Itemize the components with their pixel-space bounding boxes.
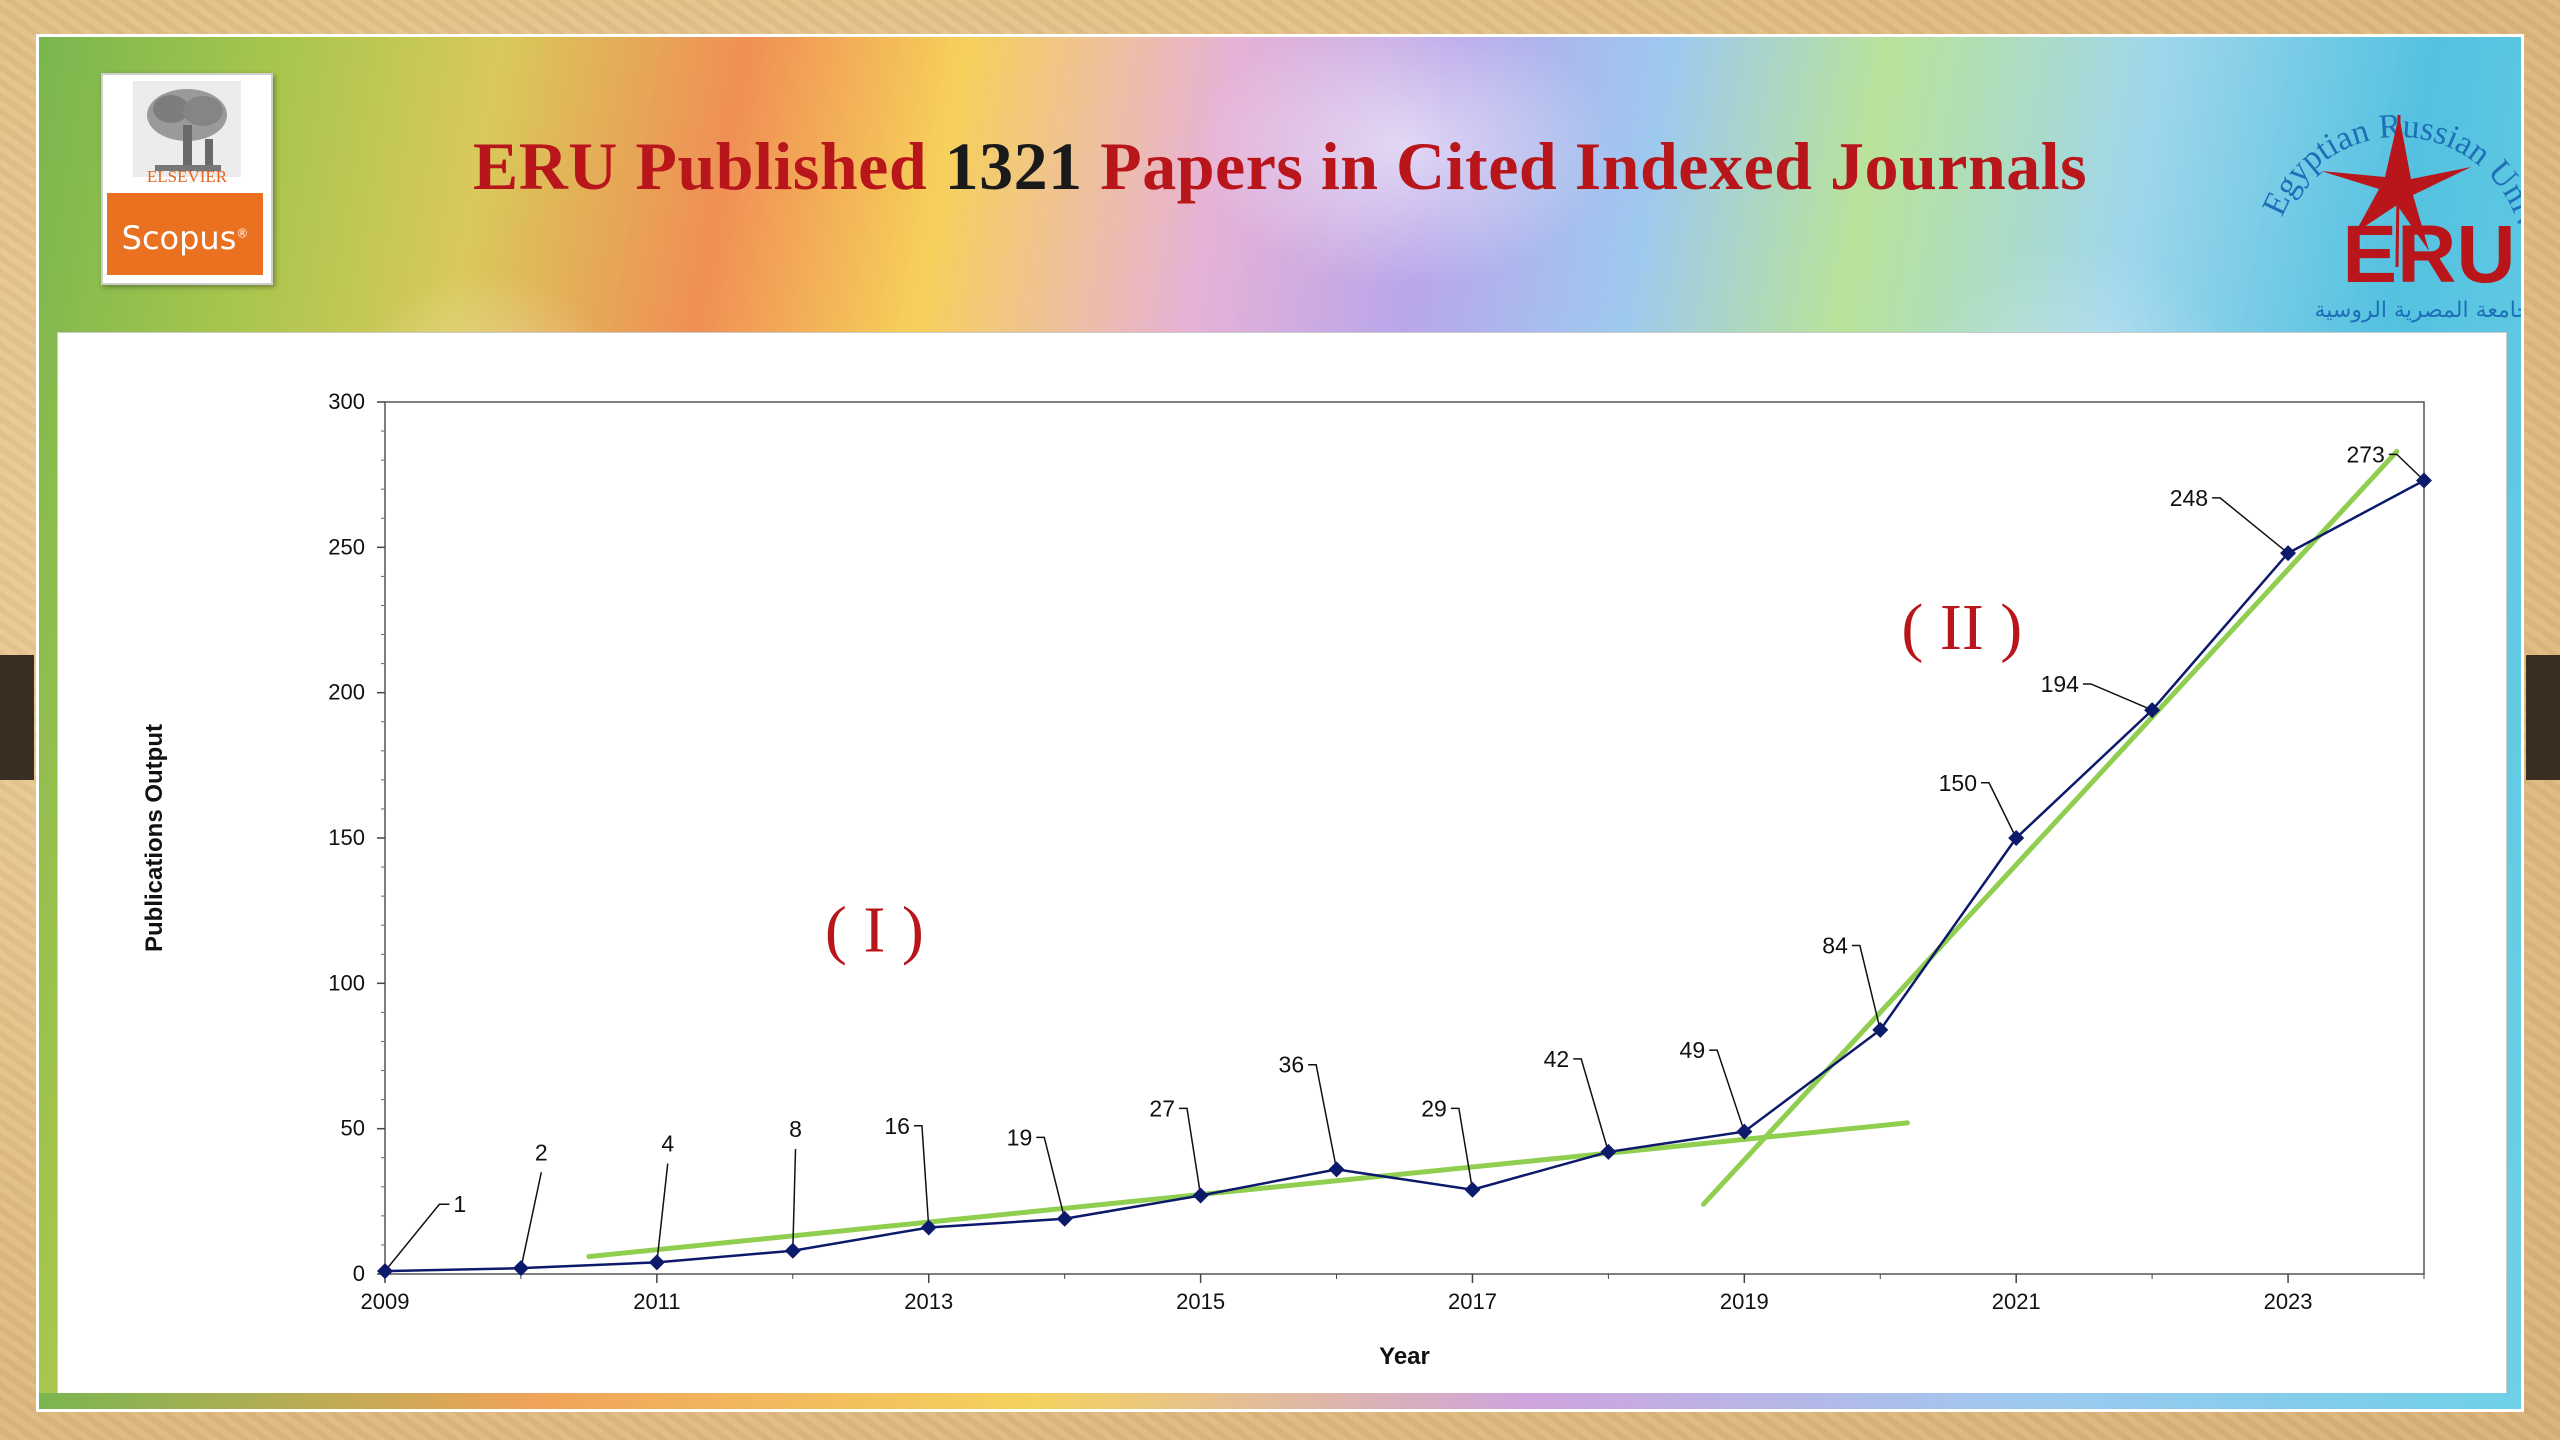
y-tick-label: 200 (328, 680, 365, 705)
header-banner: ELSEVIER Scopus® ERU Published 1321 Pape… (39, 37, 2521, 327)
data-label-leader (384, 1203, 450, 1272)
data-point-marker (1328, 1161, 1345, 1178)
data-label: 29 (1421, 1095, 1447, 1121)
data-point-marker (648, 1254, 665, 1271)
data-label: 84 (1822, 933, 1848, 959)
x-tick-label: 2021 (1992, 1289, 2041, 1314)
data-label: 42 (1544, 1046, 1570, 1072)
data-label: 36 (1279, 1052, 1305, 1078)
data-label-leader (1981, 782, 2017, 839)
data-point-marker (920, 1219, 937, 1236)
data-point-marker (377, 1263, 393, 1280)
data-label-leader (2212, 497, 2289, 554)
eru-acronym: ERU (2342, 209, 2515, 300)
slide-frame: ELSEVIER Scopus® ERU Published 1321 Pape… (36, 34, 2524, 1412)
data-point-marker (1872, 1021, 1889, 1038)
data-point-marker (1192, 1187, 1209, 1204)
data-point-marker (2416, 472, 2432, 489)
y-tick-label: 250 (328, 534, 365, 559)
publications-chart: 0 50 100 150 200 250 300 2009 2011 2013 2015 2017 20… (141, 389, 2432, 1370)
y-tick-label: 150 (328, 825, 365, 850)
y-tick-label: 0 (353, 1261, 365, 1286)
right-edge-tab (2526, 655, 2560, 780)
data-label-leader (2082, 683, 2153, 711)
data-point-marker (1600, 1143, 1617, 1160)
x-axis-title: Year (1379, 1343, 1430, 1370)
eru-logo: Egyptian Russian University ERU الجامعة … (2221, 37, 2524, 327)
data-point-marker (2280, 545, 2297, 562)
data-label: 19 (1007, 1124, 1033, 1150)
data-point-marker (1736, 1123, 1753, 1140)
y-tick-label: 300 (328, 389, 365, 414)
data-point-marker (784, 1242, 801, 1259)
eru-arabic-name: الجامعة المصرية الروسية (2314, 298, 2524, 323)
data-label-leader (1308, 1063, 1338, 1170)
data-point-marker (1464, 1181, 1481, 1198)
x-tick-label: 2019 (1720, 1289, 1769, 1314)
x-tick-label: 2013 (904, 1289, 953, 1314)
data-label-leader (1573, 1058, 1610, 1153)
x-tick-label: 2017 (1448, 1289, 1497, 1314)
x-tick-label: 2011 (633, 1289, 680, 1314)
scopus-badge (107, 193, 263, 275)
phase-annotation-1: ( I ) (825, 893, 924, 966)
data-label-leader (792, 1148, 797, 1251)
x-tick-label: 2023 (2264, 1289, 2313, 1314)
data-point-marker (2008, 830, 2025, 846)
x-tick-label: 2015 (1176, 1289, 1225, 1314)
data-label-leader (1709, 1049, 1746, 1132)
x-tick-label: 2009 (361, 1289, 410, 1314)
data-point-marker (1056, 1210, 1073, 1227)
data-label-leader (656, 1163, 669, 1263)
data-label-leader (1851, 944, 1881, 1031)
eru-star-icon (2321, 114, 2471, 268)
data-label: 16 (884, 1113, 910, 1139)
chart-panel: 0 50 100 150 200 250 300 2009 2011 2013 2015 2017 20… (57, 332, 2507, 1396)
data-label-leader (1450, 1107, 1474, 1190)
trend-line-1 (586, 1120, 1910, 1260)
data-label-leader (913, 1125, 930, 1228)
left-edge-tab (0, 655, 34, 780)
data-label: 8 (789, 1116, 802, 1142)
data-label: 1 (453, 1191, 466, 1217)
data-label: 27 (1149, 1095, 1175, 1121)
scopus-logo: ELSEVIER Scopus® (101, 73, 273, 285)
plot-area-frame (384, 401, 2425, 1275)
data-label: 273 (2346, 441, 2384, 467)
bottom-color-strip (39, 1393, 2521, 1409)
data-label: 2 (535, 1139, 548, 1165)
y-tick-label: 100 (328, 970, 365, 995)
data-label: 194 (2041, 671, 2080, 697)
data-label-leader (520, 1172, 543, 1269)
page-title: ERU Published 1321 Papers in Cited Index… (472, 128, 2088, 204)
elsevier-label: ELSEVIER (146, 167, 228, 186)
trend-line-2 (1701, 448, 2400, 1207)
elsevier-tree-icon (133, 81, 241, 177)
series-line (384, 479, 2425, 1273)
y-axis-title: Publications Output (141, 724, 168, 952)
data-label-leader (2388, 453, 2425, 482)
data-point-marker (2144, 702, 2161, 719)
data-point-marker (512, 1260, 529, 1277)
data-label: 4 (661, 1131, 674, 1157)
y-tick-label: 50 (341, 1116, 365, 1141)
data-label: 150 (1939, 770, 1977, 796)
papers-count: 1321 (944, 128, 1083, 204)
scopus-label: Scopus® (121, 219, 249, 257)
phase-annotation-2: ( II ) (1901, 591, 2022, 664)
data-label: 248 (2170, 485, 2208, 511)
data-label-leader (1036, 1136, 1066, 1219)
data-label: 49 (1680, 1037, 1706, 1063)
data-label-leader (1179, 1107, 1202, 1196)
